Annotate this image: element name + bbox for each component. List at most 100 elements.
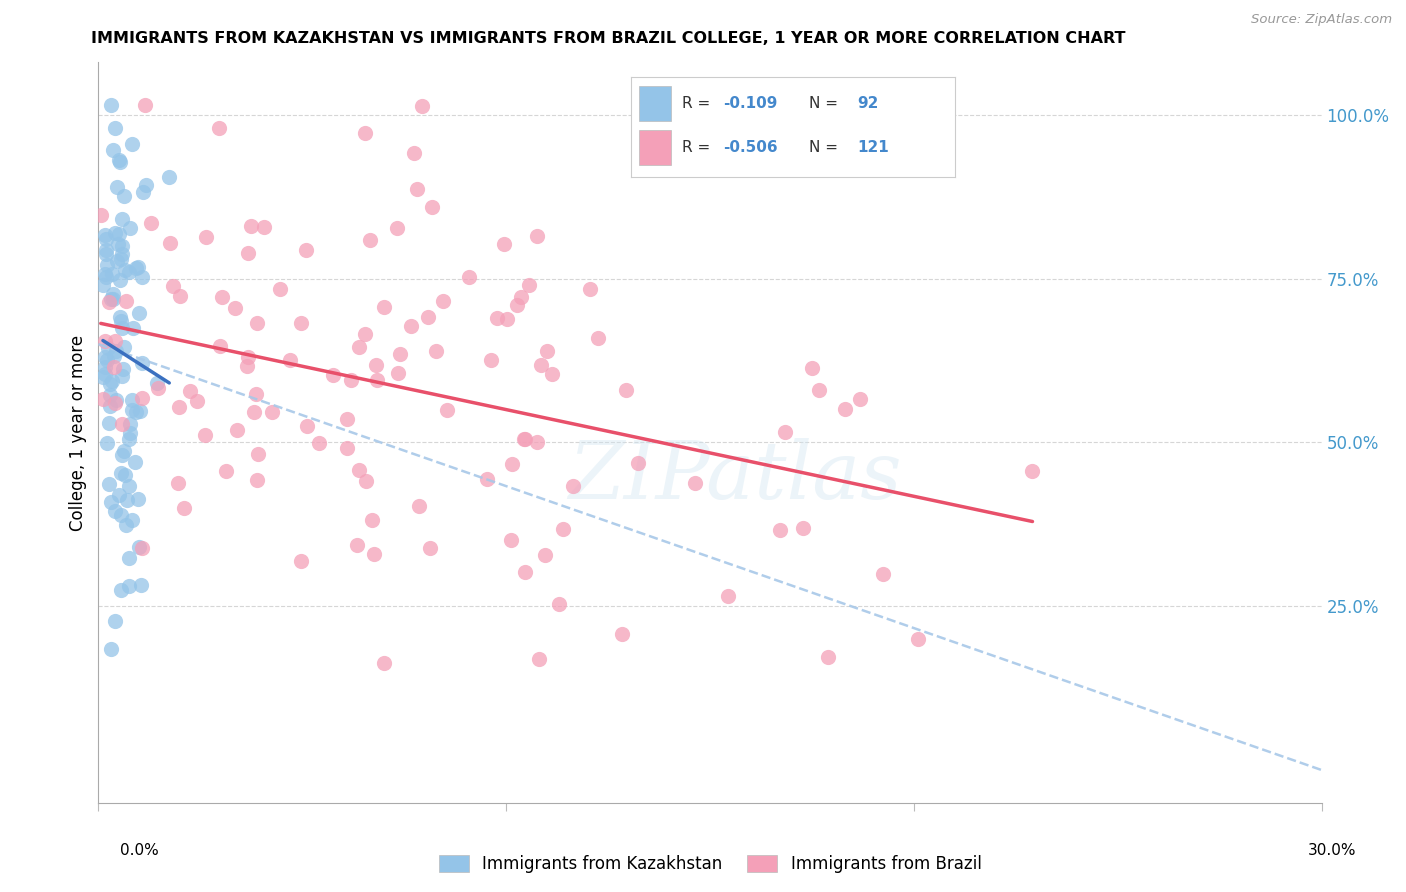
Point (616, 384, 638, 398)
Point (98, 377, 121, 392)
Point (96, 353, 118, 368)
Point (834, 401, 856, 416)
Point (513, 565, 536, 579)
Point (492, 237, 515, 252)
Point (101, 143, 124, 157)
Point (1021, 464, 1043, 478)
Point (547, 597, 569, 611)
Point (717, 589, 740, 603)
Point (135, 178, 157, 193)
Point (121, 513, 143, 527)
Point (105, 392, 128, 407)
Legend: Immigrants from Kazakhstan, Immigrants from Brazil: Immigrants from Kazakhstan, Immigrants f… (432, 848, 988, 880)
Point (610, 627, 633, 641)
Point (104, 226, 127, 240)
Point (361, 513, 384, 527)
Point (111, 448, 134, 462)
Point (278, 352, 301, 367)
Point (94, 350, 117, 364)
Point (801, 361, 824, 376)
Text: Source: ZipAtlas.com: Source: ZipAtlas.com (1251, 13, 1392, 27)
Point (105, 343, 128, 358)
Point (215, 464, 238, 478)
Point (104, 120, 127, 135)
Point (408, 499, 430, 513)
Point (683, 476, 706, 491)
Point (247, 447, 270, 461)
Point (340, 373, 363, 387)
Point (239, 219, 262, 233)
Point (117, 265, 139, 279)
Point (808, 383, 831, 397)
Point (536, 344, 558, 359)
Point (354, 326, 377, 341)
Point (347, 463, 370, 477)
Point (146, 381, 169, 395)
Point (124, 454, 146, 468)
Point (127, 491, 149, 506)
Point (111, 369, 134, 384)
Point (111, 238, 134, 252)
Point (91, 392, 114, 406)
Point (101, 374, 124, 388)
Point (107, 237, 129, 252)
Point (131, 356, 153, 370)
Point (100, 292, 122, 306)
Point (513, 432, 536, 446)
Point (100, 642, 122, 657)
Point (208, 338, 231, 352)
Point (907, 632, 929, 647)
Point (90, 208, 112, 222)
Point (101, 287, 124, 301)
Text: ZIPatlas: ZIPatlas (568, 438, 901, 516)
Point (416, 310, 439, 325)
Point (167, 400, 190, 414)
Point (290, 316, 312, 330)
Point (238, 351, 260, 365)
Point (432, 294, 454, 309)
Point (530, 358, 553, 372)
Point (420, 200, 443, 214)
Point (159, 235, 181, 250)
Point (108, 310, 131, 325)
Point (131, 541, 153, 555)
Point (506, 297, 529, 311)
Point (125, 261, 148, 276)
Point (513, 432, 536, 446)
Point (253, 219, 276, 234)
Point (128, 540, 150, 554)
Point (479, 352, 502, 367)
Point (529, 652, 551, 666)
Point (112, 189, 135, 203)
Point (111, 362, 134, 376)
Point (385, 220, 408, 235)
Point (246, 473, 269, 487)
Point (104, 615, 127, 629)
Point (110, 508, 132, 523)
Point (173, 500, 195, 515)
Point (128, 403, 150, 417)
Point (96, 258, 118, 272)
Point (108, 488, 131, 502)
Point (118, 425, 141, 440)
Point (110, 466, 132, 480)
Point (243, 405, 266, 419)
Point (486, 311, 509, 326)
Point (97, 342, 120, 356)
Point (363, 547, 385, 561)
Point (114, 263, 136, 277)
Point (167, 476, 190, 491)
Point (792, 520, 814, 534)
Point (98, 388, 121, 402)
Point (94, 267, 117, 281)
Point (517, 278, 540, 293)
Point (769, 523, 792, 537)
Point (157, 170, 180, 185)
Point (260, 405, 283, 419)
Point (510, 290, 533, 304)
Y-axis label: College, 1 year or more: College, 1 year or more (69, 334, 87, 531)
Point (354, 126, 377, 140)
Point (406, 182, 429, 196)
Point (134, 98, 156, 112)
Point (235, 359, 257, 373)
